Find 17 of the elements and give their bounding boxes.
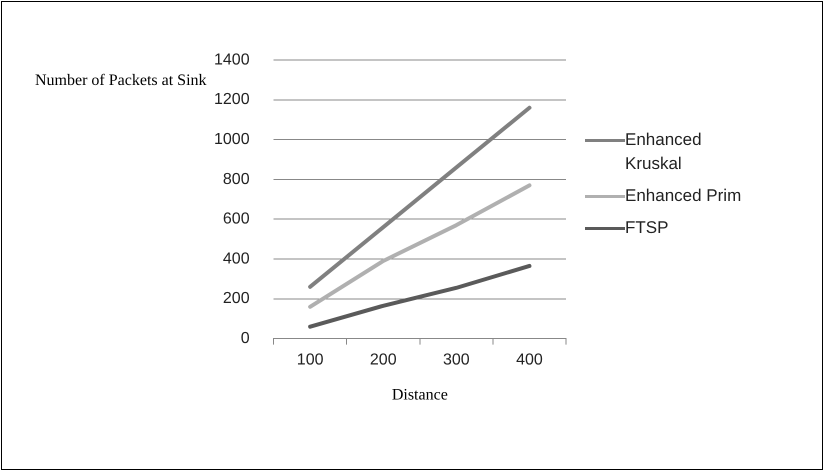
y-tick-label: 800 bbox=[222, 170, 250, 188]
x-tick-label: 100 bbox=[296, 352, 324, 369]
y-axis-title: Number of Packets at Sink bbox=[35, 72, 207, 90]
y-tick-label: 0 bbox=[240, 330, 250, 348]
y-tick-label: 400 bbox=[222, 250, 250, 268]
y-tick-label: 600 bbox=[222, 210, 250, 228]
y-tick-label: 1200 bbox=[214, 91, 250, 108]
x-axis-title: Distance bbox=[392, 386, 448, 404]
x-tick-label: 200 bbox=[370, 352, 397, 369]
legend-label: FTSP bbox=[625, 217, 670, 239]
x-tick-label: 400 bbox=[516, 352, 543, 369]
legend-label: Enhanced Prim bbox=[625, 185, 742, 207]
y-tick-label: 1000 bbox=[214, 131, 250, 148]
x-tick-label: 300 bbox=[442, 352, 470, 369]
legend-label: Enhanced Kruskal bbox=[625, 129, 703, 175]
y-tick-label: 1400 bbox=[214, 51, 250, 68]
y-tick-label: 200 bbox=[222, 290, 250, 308]
